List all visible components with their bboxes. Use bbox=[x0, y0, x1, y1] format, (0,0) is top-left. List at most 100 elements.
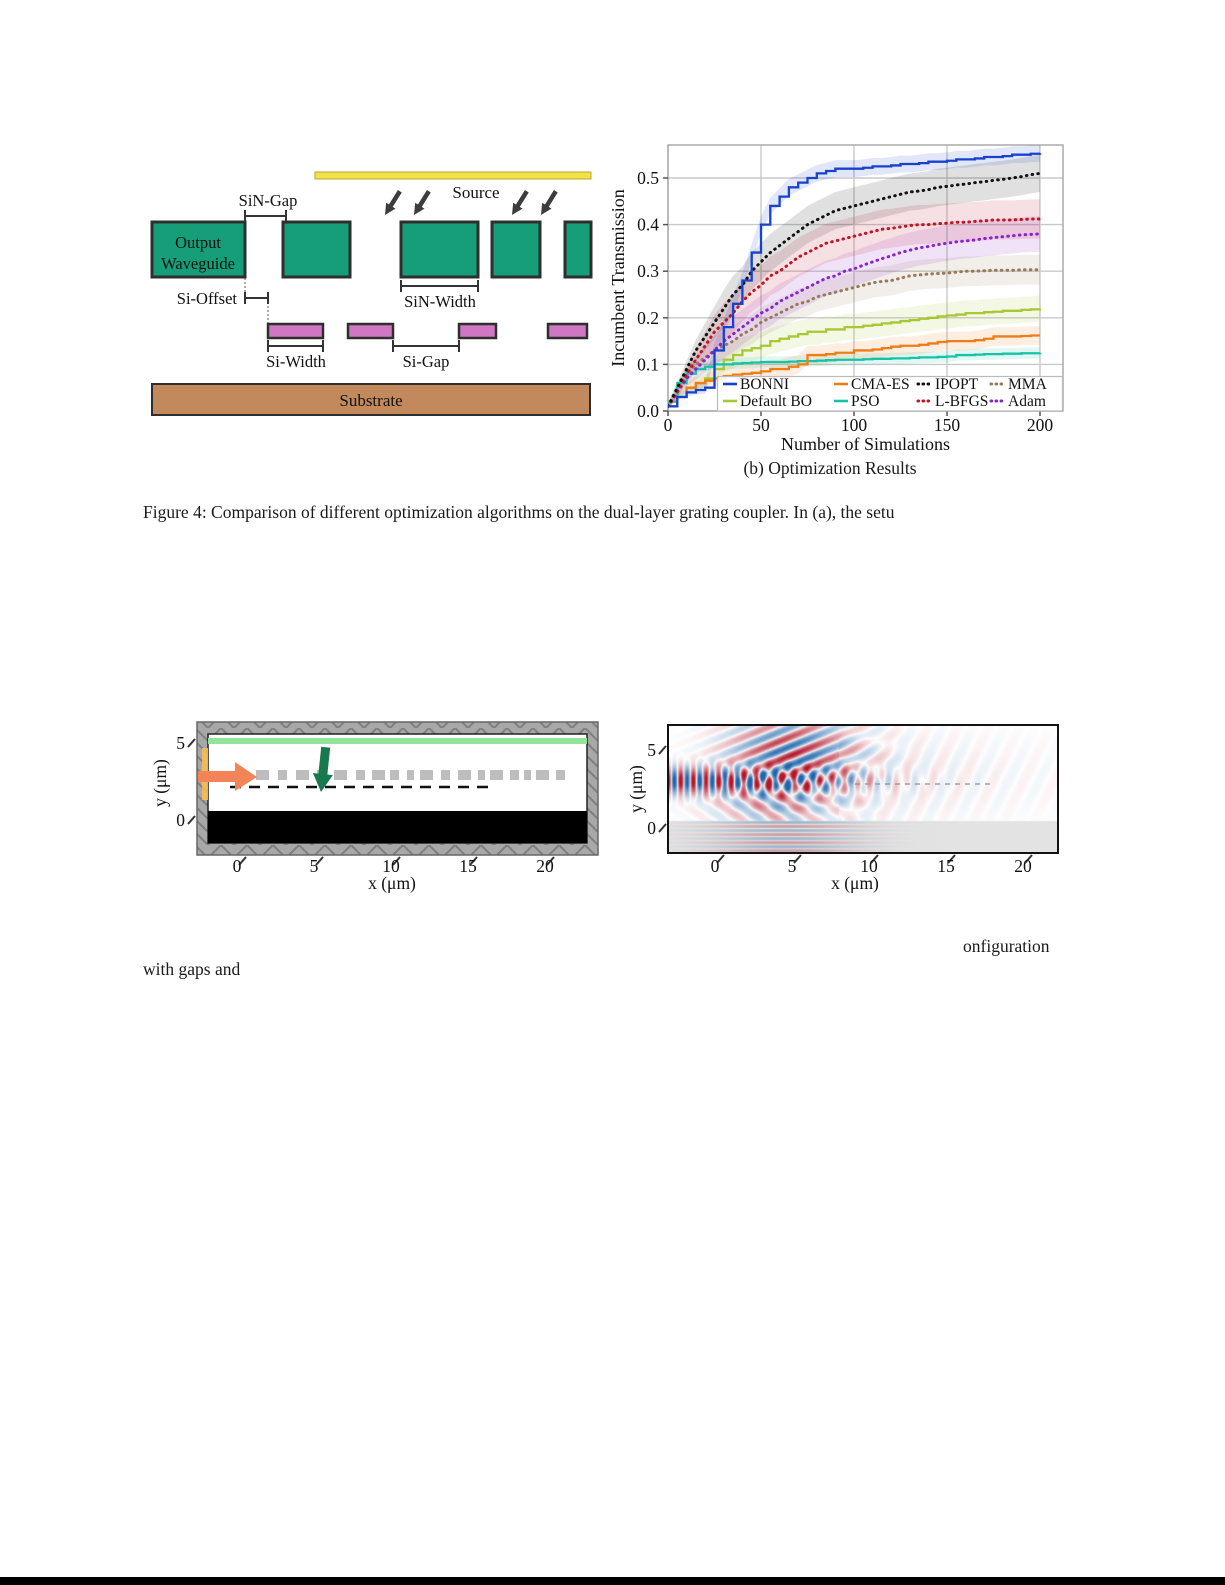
grating-dashes bbox=[256, 770, 565, 780]
optimization-results-chart: 0 50 100 150 200 0.0 0.1 0.2 0.3 0.4 0.5 Number of … bbox=[608, 144, 1064, 454]
sim-ytick-label: 0 bbox=[176, 810, 185, 830]
si-offset-label: Si-Offset bbox=[177, 289, 238, 308]
grating-coupler-schematic: Source Output Waveguide SiN-Gap SiN-Widt… bbox=[150, 171, 593, 416]
legend-label-cma-es: CMA-ES bbox=[851, 376, 910, 393]
grating-dash bbox=[441, 770, 450, 780]
sin-gap-dimension bbox=[244, 210, 287, 222]
sim-xlabel: x (μm) bbox=[368, 873, 416, 893]
grating-dash bbox=[256, 770, 269, 780]
chart-axes: 0 50 100 150 200 0.0 0.1 0.2 0.3 0.4 0.5 bbox=[637, 168, 1053, 435]
chart-ytick-label: 0.4 bbox=[637, 215, 659, 235]
panel-b-caption: (b) Optimization Results bbox=[743, 458, 917, 478]
grating-dash bbox=[390, 770, 399, 780]
chart-ytick-label: 0.1 bbox=[637, 354, 659, 374]
flux-monitor-line bbox=[208, 738, 587, 744]
sim-substrate bbox=[208, 811, 587, 843]
page-bottom-rule bbox=[0, 1577, 1225, 1585]
grating-dash bbox=[372, 770, 385, 780]
sim-xtick-label: 10 bbox=[382, 856, 400, 876]
simulation-setup-plot: 0 5 10 15 20 5 0 x (μm) y (μm) bbox=[150, 721, 599, 893]
si-width-label: Si-Width bbox=[266, 352, 327, 371]
grating-dash bbox=[334, 770, 347, 780]
text-fragment-left: with gaps and bbox=[143, 959, 241, 979]
si-block bbox=[346, 322, 395, 340]
confidence-band bbox=[668, 145, 1040, 408]
confidence-band bbox=[668, 295, 1040, 409]
field-ytick-label: 5 bbox=[647, 740, 656, 760]
sim-xtick-label: 15 bbox=[459, 856, 477, 876]
series-line-bonni bbox=[668, 152, 1042, 408]
source-arrow-icon bbox=[512, 190, 529, 215]
source-arrow-icon bbox=[414, 190, 431, 215]
chart-xtick-label: 200 bbox=[1027, 415, 1054, 435]
field-distribution-plot: 0 5 10 15 20 5 0 x (μm) y (μm) bbox=[626, 724, 1059, 893]
field-xtick-label: 5 bbox=[788, 856, 797, 876]
sin-block bbox=[490, 220, 542, 279]
sim-ytick-label: 5 bbox=[176, 733, 185, 753]
series-line-mma bbox=[668, 268, 1042, 408]
si-block bbox=[457, 322, 498, 340]
si-offset-dimension bbox=[244, 292, 269, 304]
sim-xtick-label: 0 bbox=[233, 856, 242, 876]
legend-label-ipopt: IPOPT bbox=[935, 376, 979, 393]
chart-ylabel: Incumbent Transmission bbox=[608, 189, 628, 367]
field-ytick-label: 0 bbox=[647, 818, 656, 838]
confidence-band bbox=[668, 326, 1040, 408]
chart-legend: BONNI CMA-ES IPOPT MMA Default BO PSO L-BFGS Ad… bbox=[716, 375, 1064, 412]
sim-plot-axes: 0 5 10 15 20 5 0 bbox=[176, 733, 555, 876]
legend-label-l-bfgs: L-BFGS bbox=[935, 393, 988, 410]
sin-gap-label: SiN-Gap bbox=[239, 191, 298, 210]
series-line-adam bbox=[668, 232, 1042, 408]
input-arrow-icon bbox=[198, 762, 257, 791]
chart-series-area bbox=[668, 145, 1042, 410]
source-direction-arrow-icon bbox=[312, 746, 333, 792]
si-block bbox=[546, 322, 589, 340]
source-arrow-icon bbox=[385, 190, 402, 215]
source-arrows-icon bbox=[385, 190, 558, 215]
sin-layer-blocks bbox=[150, 220, 593, 279]
grating-dash bbox=[407, 770, 414, 780]
field-xtick-label: 0 bbox=[711, 856, 720, 876]
grating-dash bbox=[536, 770, 549, 780]
field-xtick-label: 15 bbox=[937, 856, 955, 876]
legend-label-mma: MMA bbox=[1008, 376, 1048, 393]
grating-dash bbox=[510, 770, 519, 780]
sin-width-label: SiN-Width bbox=[404, 292, 477, 311]
grating-dash bbox=[420, 770, 433, 780]
source-label: Source bbox=[452, 183, 499, 202]
sim-xtick-label: 20 bbox=[536, 856, 554, 876]
sin-block bbox=[399, 220, 480, 279]
grating-dash bbox=[356, 770, 365, 780]
field-xlabel: x (μm) bbox=[831, 873, 879, 893]
si-width-dimension bbox=[267, 340, 324, 352]
chart-xlabel: Number of Simulations bbox=[781, 434, 950, 454]
grating-dash bbox=[524, 770, 531, 780]
sin-block bbox=[563, 220, 593, 279]
legend-label-adam: Adam bbox=[1008, 393, 1046, 410]
field-plot-border bbox=[667, 724, 1059, 854]
grating-dash bbox=[458, 770, 471, 780]
series-line-ipopt bbox=[668, 171, 1042, 408]
chart-ytick-label: 0.0 bbox=[637, 401, 659, 421]
text-fragment-right: onfiguration bbox=[963, 936, 1050, 956]
output-waveguide-label-line1: Output bbox=[175, 233, 221, 252]
substrate-block bbox=[151, 383, 591, 416]
si-layer-blocks bbox=[266, 322, 589, 340]
source-line bbox=[314, 171, 592, 180]
source-arrow-icon bbox=[541, 190, 558, 215]
chart-ytick-label: 0.3 bbox=[637, 261, 659, 281]
chart-ytick-label: 0.5 bbox=[637, 168, 659, 188]
grating-dash bbox=[556, 770, 565, 780]
grating-dash bbox=[490, 770, 503, 780]
sin-block bbox=[281, 220, 352, 279]
chart-xtick-label: 100 bbox=[841, 415, 868, 435]
legend-label-bonni: BONNI bbox=[740, 376, 789, 393]
series-line-default-bo bbox=[668, 308, 1042, 408]
si-gap-label: Si-Gap bbox=[403, 352, 450, 371]
figure-caption: Figure 4: Comparison of different optimi… bbox=[143, 502, 895, 522]
field-xtick-label: 20 bbox=[1014, 856, 1032, 876]
sim-ylabel: y (μm) bbox=[150, 759, 170, 807]
si-block bbox=[266, 322, 325, 340]
series-line-l-bfgs bbox=[668, 217, 1042, 408]
